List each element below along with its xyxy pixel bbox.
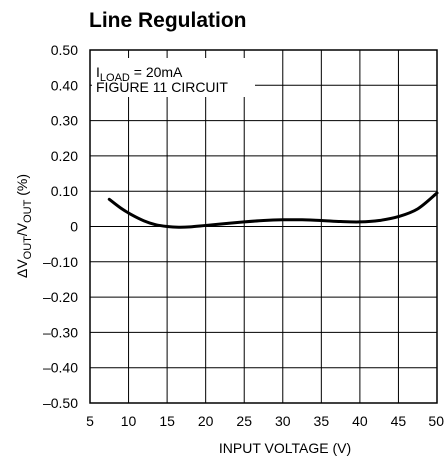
x-tick-label: 45: [391, 413, 407, 429]
y-tick-labels: 0.50 0.40 0.30 0.20 0.10 0 –0.10 –0.20 –0.30 –0.4…: [43, 42, 78, 411]
y-axis-label: ΔVOUT/VOUT (%): [14, 174, 34, 278]
y-tick-label: 0.10: [51, 183, 78, 199]
y-tick-label: –0.30: [43, 324, 78, 340]
y-tick-label: 0: [70, 219, 78, 235]
x-tick-label: 50: [428, 413, 444, 429]
annotation-circuit: FIGURE 11 CIRCUIT: [96, 79, 228, 95]
x-tick-label: 20: [198, 413, 214, 429]
x-tick-label: 15: [159, 413, 175, 429]
y-tick-label: –0.10: [43, 254, 78, 270]
y-tick-label: 0.40: [51, 77, 78, 93]
y-tick-label: 0.50: [51, 42, 78, 58]
x-tick-label: 5: [86, 413, 94, 429]
x-tick-label: 30: [275, 413, 291, 429]
x-tick-label: 10: [121, 413, 137, 429]
y-tick-label: 0.20: [51, 148, 78, 164]
plot-frame: [89, 49, 438, 404]
x-tick-label: 40: [352, 413, 368, 429]
y-tick-label: –0.40: [43, 360, 78, 376]
x-tick-label: 35: [314, 413, 330, 429]
y-tick-label: 0.30: [51, 113, 78, 129]
grid-lines: [90, 50, 437, 403]
y-tick-label: –0.20: [43, 289, 78, 305]
series-line: [107, 191, 439, 229]
annotation-background: [92, 58, 255, 97]
annotation-load-current: ILOAD = 20mA: [96, 64, 183, 84]
chart-title: Line Regulation: [89, 9, 247, 32]
x-axis-label: INPUT VOLTAGE (V): [219, 440, 351, 456]
x-tick-labels: 5 10 15 20 25 30 35 40 45 50: [86, 413, 444, 429]
x-tick-label: 25: [236, 413, 252, 429]
y-tick-label: –0.50: [43, 395, 78, 411]
